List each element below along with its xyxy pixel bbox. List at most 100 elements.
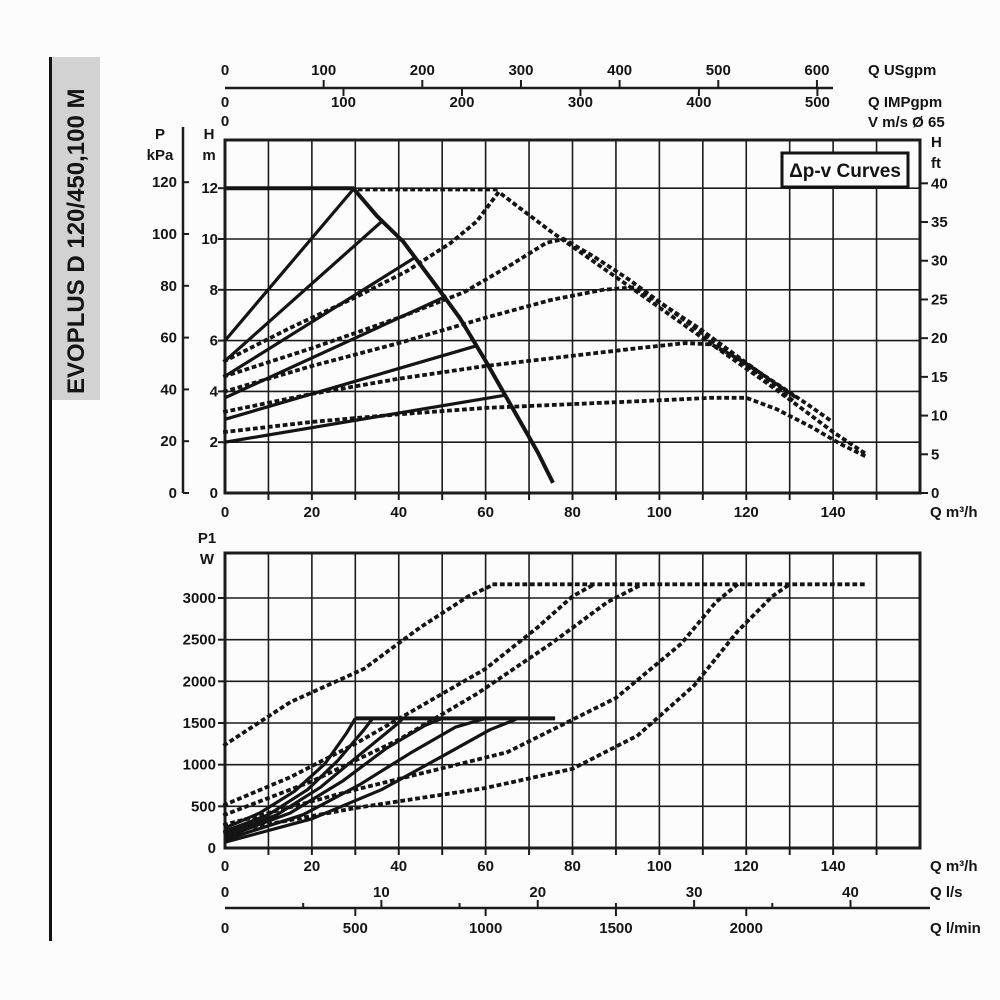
p-kpa-header: kPa	[147, 147, 174, 164]
h-ft-tick-label: 5	[931, 446, 939, 463]
h-ft-tick-label: 30	[931, 253, 948, 270]
q-tick-label: 20	[304, 504, 321, 521]
h-ft-header: H	[931, 134, 942, 151]
grid	[225, 140, 920, 493]
q-tick-label: 0	[221, 858, 229, 875]
q-m3h-axis: 0 20 40 60 80 100 120 140 Q m³/h	[221, 848, 978, 875]
q-tick-label: 140	[821, 504, 846, 521]
q-tick-label: 0	[221, 504, 229, 521]
h-m-tick-label: 2	[210, 434, 218, 451]
lmin-tick-label: 500	[343, 920, 368, 937]
p-kpa-tick-label: 0	[169, 485, 177, 502]
q-tick-label: 80	[564, 504, 581, 521]
dpv-box-frame	[780, 151, 910, 189]
q-tick-label: 80	[564, 858, 581, 875]
usgpm-tick-label: 300	[508, 62, 533, 79]
power-dotted-4	[222, 581, 741, 828]
h-ft-tick-label: 35	[931, 214, 948, 231]
impgpm-tick-label: 0	[221, 94, 229, 111]
ls-tick-label: 30	[686, 884, 703, 901]
usgpm-tick-label: 500	[706, 62, 731, 79]
p-kpa-tick-label: 100	[152, 226, 177, 243]
p1-tick-label: 0	[208, 840, 216, 857]
p-kpa-header: P	[155, 126, 165, 143]
h-m-tick-label: 12	[201, 180, 218, 197]
lmin-unit-label: Q l/min	[930, 920, 981, 937]
p1-tick-label: 2000	[183, 673, 216, 690]
ls-lmin-axis: 0 10 20 30 40 0 500 1000 1500 2000 Q l/s Q l/min	[221, 884, 981, 937]
h-ft-axis: 0 5 10 15 20 25 30 35 40 Hft	[920, 134, 948, 502]
ls-tick-label: 0	[221, 884, 229, 901]
q-tick-label: 60	[477, 858, 494, 875]
h-m-header: m	[202, 147, 215, 164]
h-m-tick-label: 8	[210, 282, 218, 299]
q-tick-label: 120	[734, 858, 759, 875]
h-ft-tick-label: 25	[931, 291, 948, 308]
p1-tick-label: 1500	[183, 715, 216, 732]
usgpm-tick-label: 400	[607, 62, 632, 79]
h-ft-tick-label: 20	[931, 330, 948, 347]
h-m-header: H	[204, 126, 215, 143]
p1-header: W	[200, 551, 215, 568]
usgpm-tick-label: 0	[221, 62, 229, 79]
q-unit-label: Q m³/h	[930, 858, 978, 875]
p1-w-axis: 0 500 1000 1500 2000 2500 3000 P1 W	[183, 530, 225, 857]
power-dotted-3	[222, 581, 645, 818]
usgpm-tick-label: 100	[311, 62, 336, 79]
setpoint-line-4	[224, 294, 448, 400]
setpoint-line-1	[223, 188, 355, 342]
v-unit-label: V m/s Ø 65	[868, 114, 945, 131]
p-kpa-tick-label: 40	[160, 381, 177, 398]
head-curves	[222, 186, 871, 484]
impgpm-tick-label: 300	[568, 94, 593, 111]
q-tick-label: 120	[734, 504, 759, 521]
v-zero-label: 0	[221, 113, 229, 130]
q-unit-label: Q m³/h	[930, 504, 978, 521]
power-curve-6	[224, 717, 517, 844]
dpv-curve-3	[222, 285, 802, 402]
h-m-tick-label: 0	[210, 485, 218, 502]
usgpm-tick-label: 200	[410, 62, 435, 79]
q-tick-label: 40	[390, 858, 407, 875]
p-kpa-tick-label: 60	[160, 330, 177, 347]
impgpm-tick-label: 400	[686, 94, 711, 111]
power-dotted-2	[222, 581, 597, 808]
lmin-tick-label: 1000	[469, 920, 502, 937]
dpv-curve-4	[222, 341, 832, 422]
p-kpa-tick-label: 120	[152, 174, 177, 191]
q-tick-label: 40	[390, 504, 407, 521]
usgpm-unit-label: Q USgpm	[868, 62, 936, 79]
p1-tick-label: 1000	[183, 757, 216, 774]
ls-tick-label: 40	[842, 884, 859, 901]
p1-tick-label: 500	[191, 798, 216, 815]
q-tick-label: 60	[477, 504, 494, 521]
gpm-axes: 0 100 200 300 400 500 600 0 100 200 300 400 500 Q USg…	[221, 62, 945, 131]
h-m-axis: 0 2 4 6 8 10 12 Hm	[201, 126, 225, 502]
p-kpa-tick-label: 20	[160, 433, 177, 450]
dpv-curve-5	[222, 395, 871, 460]
h-ft-tick-label: 0	[931, 485, 939, 502]
lmin-tick-label: 0	[221, 920, 229, 937]
impgpm-tick-label: 500	[805, 94, 830, 111]
setpoint-line-5	[224, 344, 478, 421]
p1-tick-label: 2500	[183, 632, 216, 649]
usgpm-tick-label: 600	[804, 62, 829, 79]
sidebar-edge-line	[49, 57, 52, 941]
ls-unit-label: Q l/s	[930, 884, 963, 901]
impgpm-unit-label: Q IMPgpm	[868, 94, 942, 111]
ls-tick-label: 10	[373, 884, 390, 901]
p1-tick-label: 3000	[183, 590, 216, 607]
q-m3h-axis: 0 20 40 60 80 100 120 140 Q m³/h	[221, 493, 978, 521]
impgpm-tick-label: 100	[331, 94, 356, 111]
h-ft-tick-label: 15	[931, 369, 948, 386]
power-curve-3	[224, 717, 405, 836]
q-tick-label: 100	[647, 858, 672, 875]
model-sidebar: EVOPLUS D 120/450,100 M	[52, 57, 100, 400]
dpv-curve-2	[222, 237, 797, 405]
power-dotted-1	[222, 581, 497, 748]
setpoint-line-2	[223, 218, 385, 363]
